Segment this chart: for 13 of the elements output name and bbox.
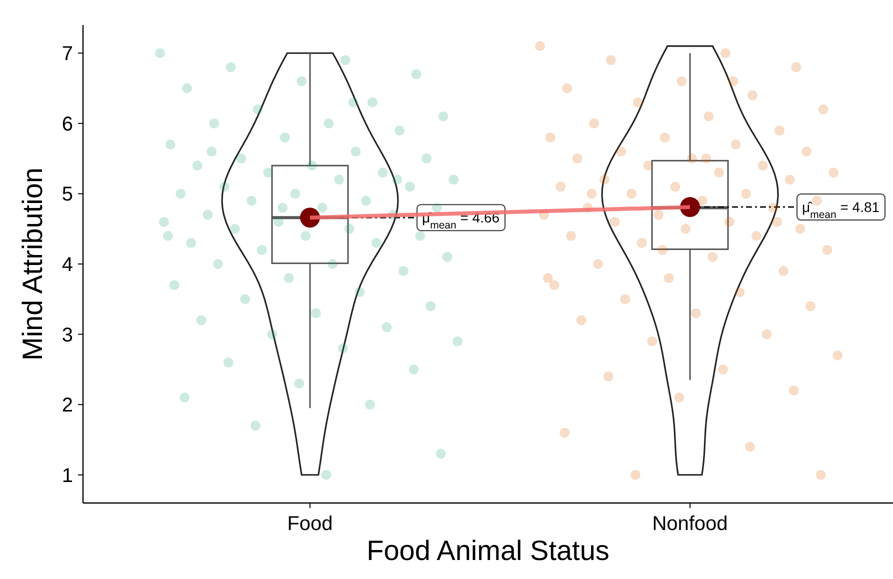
annotation: μ̂$_{mean}$ = 4.81 (802, 199, 880, 222)
annotation: μ̂$_{mean}$ = 4.66 (422, 210, 500, 232)
y-axis-title: Mind Attribution (17, 168, 48, 360)
x-tick-label: Nonfood (652, 513, 728, 535)
y-tick-label: 4 (62, 254, 73, 276)
y-tick-label: 7 (62, 43, 73, 66)
y-tick-label: 3 (62, 324, 73, 346)
y-tick-label: 5 (62, 184, 73, 206)
y-tick-label: 6 (62, 113, 73, 136)
x-axis-title: Food Animal Status (366, 535, 610, 566)
y-tick-label: 2 (62, 394, 73, 417)
x-tick-label: Food (287, 513, 333, 535)
y-tick-label: 1 (62, 464, 73, 487)
